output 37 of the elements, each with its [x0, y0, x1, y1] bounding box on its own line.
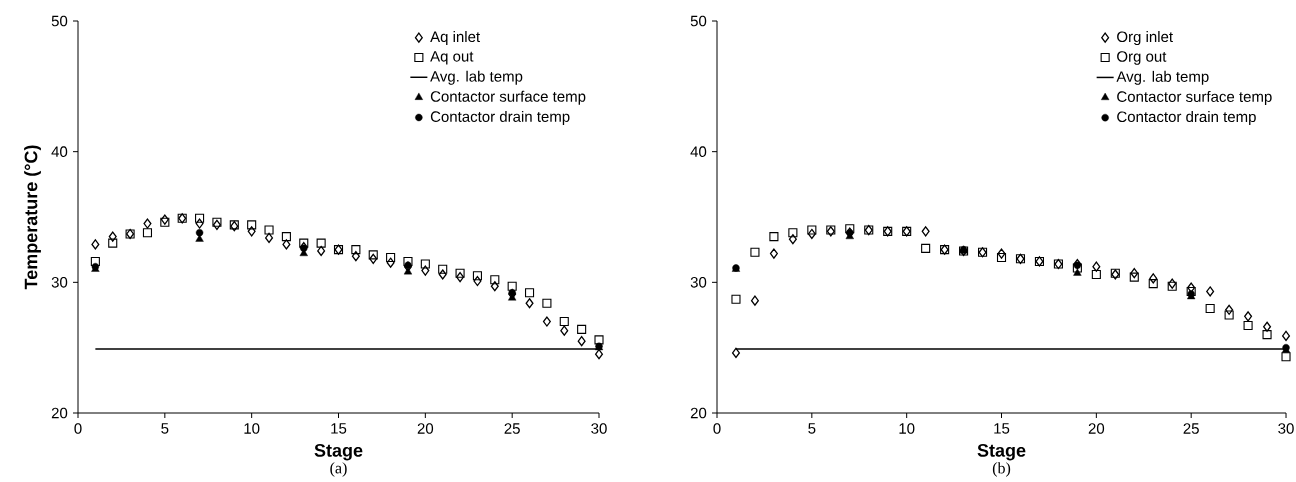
x-tick-label: 25 [504, 423, 520, 434]
legend-label: Org inlet [1117, 31, 1173, 46]
legend-label: Contactor drain temp [430, 110, 570, 125]
legend-label: Aq out [430, 51, 474, 65]
x-axis-title: Stage [314, 444, 363, 461]
x-tick-label: 30 [1278, 423, 1294, 434]
y-tick-label: 20 [51, 407, 68, 419]
x-tick-label: 10 [899, 423, 915, 434]
legend-label: Contactor drain temp [1117, 111, 1256, 126]
y-tick-label: 40 [51, 146, 68, 157]
x-tick-label: 20 [417, 423, 434, 434]
y-axis-title: Temperature (°C) [24, 145, 41, 290]
x-tick-label: 10 [244, 423, 260, 434]
y-tick-label: 30 [51, 277, 68, 288]
x-tick-label: 5 [808, 423, 816, 434]
text: (a) [330, 462, 347, 477]
x-tick-label: 0 [74, 423, 82, 434]
y-tick-label: 30 [690, 277, 707, 288]
x-tick-label: 0 [713, 423, 721, 434]
text: (b) [992, 462, 1011, 477]
x-tick-label: 30 [591, 423, 607, 434]
legend-label: Avg. lab temp [430, 70, 523, 85]
y-tick-label: 40 [690, 146, 707, 157]
legend-label: Contactor surface temp [430, 90, 586, 105]
y-tick-label: 20 [690, 407, 707, 419]
legend-label: Org out [1117, 51, 1167, 65]
x-tick-label: 25 [1183, 423, 1199, 434]
x-tick-label: 5 [161, 423, 169, 434]
x-tick-label: 20 [1088, 423, 1105, 434]
x-tick-label: 15 [994, 423, 1010, 434]
legend-label: Aq inlet [430, 31, 481, 46]
legend-label: Avg. lab temp [1116, 70, 1209, 85]
y-tick-label: 50 [690, 15, 707, 27]
x-tick-label: 15 [331, 423, 347, 434]
legend-label: Contactor surface temp [1117, 90, 1272, 105]
y-tick-label: 50 [51, 15, 68, 27]
x-axis-title: Stage [977, 444, 1026, 461]
